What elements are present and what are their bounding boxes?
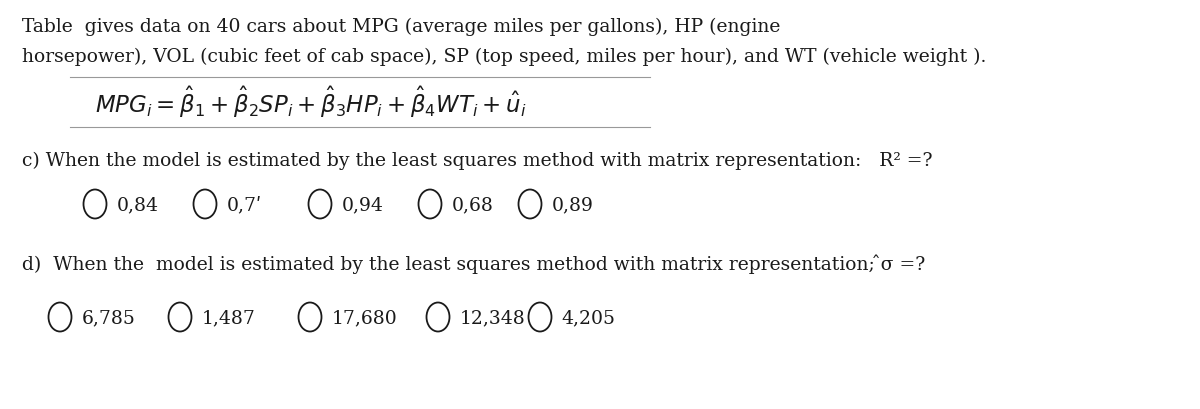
Text: horsepower), VOL (cubic feet of cab space), SP (top speed, miles per hour), and : horsepower), VOL (cubic feet of cab spac… [22,48,986,66]
Text: 17,680: 17,680 [331,308,397,326]
Text: 0,94: 0,94 [342,196,383,213]
Text: 1,487: 1,487 [202,308,256,326]
Text: 12,348: 12,348 [460,308,526,326]
Text: 0,89: 0,89 [552,196,593,213]
Text: d)  When the  model is estimated by the least squares method with matrix represe: d) When the model is estimated by the le… [22,254,925,274]
Text: 0,84: 0,84 [116,196,158,213]
Text: 0,68: 0,68 [451,196,493,213]
Text: 0,7ʹ: 0,7ʹ [227,196,262,213]
Text: Table  gives data on 40 cars about MPG (average miles per gallons), HP (engine: Table gives data on 40 cars about MPG (a… [22,18,780,36]
Text: 4,205: 4,205 [562,308,616,326]
Text: c) When the model is estimated by the least squares method with matrix represent: c) When the model is estimated by the le… [22,152,932,170]
Text: 6,785: 6,785 [82,308,136,326]
Text: $\mathit{MPG_i} = \hat{\beta}_1 + \hat{\beta}_2\mathit{SP_i} + \hat{\beta}_3\mat: $\mathit{MPG_i} = \hat{\beta}_1 + \hat{\… [95,85,527,120]
